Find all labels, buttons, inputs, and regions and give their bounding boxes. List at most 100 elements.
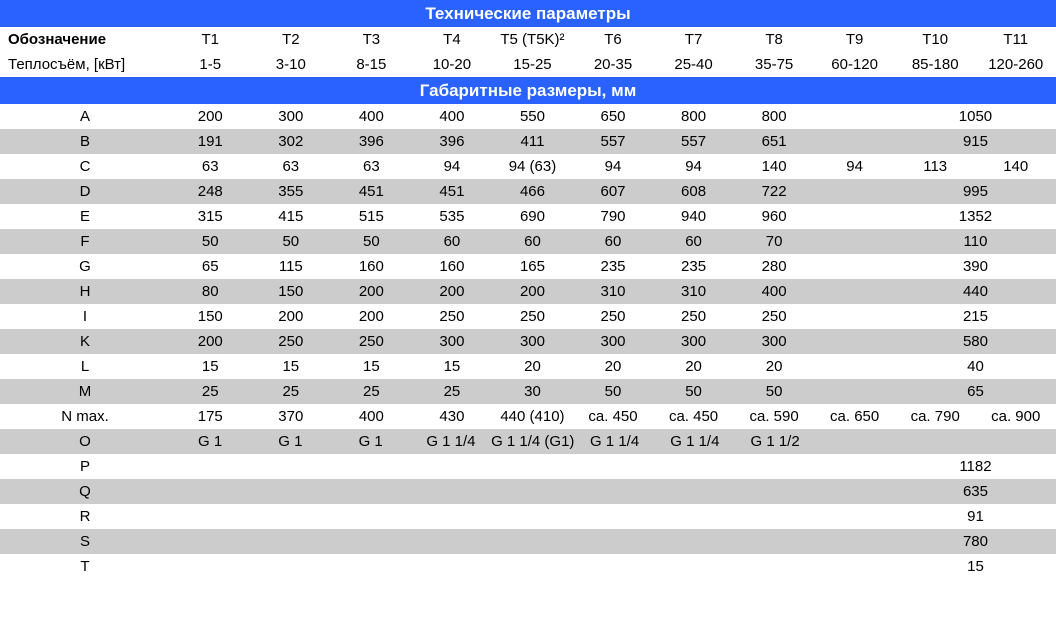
- table-cell: 15: [251, 354, 332, 379]
- table-cell: 466: [492, 179, 573, 204]
- table-cell: 20: [734, 354, 815, 379]
- table-cell: 25-40: [653, 52, 734, 77]
- table-cell: 94: [412, 154, 493, 179]
- table-cell: 300: [251, 104, 332, 129]
- table-cell: G 1 1/4: [411, 429, 491, 454]
- table-cell: 235: [653, 254, 734, 279]
- table-cell: 94: [653, 154, 734, 179]
- table-cell: 557: [573, 129, 654, 154]
- table-cell: 940: [653, 204, 734, 229]
- row-label: Теплосъём, [кВт]: [0, 52, 170, 77]
- row-label: O: [0, 429, 170, 454]
- table-cell: 302: [251, 129, 332, 154]
- row-label: L: [0, 354, 170, 379]
- table-row: D248355451451466607608722995: [0, 179, 1056, 204]
- table-cell: 451: [412, 179, 493, 204]
- table-cell: 250: [734, 304, 815, 329]
- table-cell: G 1: [331, 429, 411, 454]
- table-cell: G 1: [250, 429, 330, 454]
- row-label: N max.: [0, 404, 170, 429]
- table-cell: 250: [573, 304, 654, 329]
- table-cell: 200: [412, 279, 493, 304]
- table-cell: 200: [170, 329, 251, 354]
- table-cell: 535: [412, 204, 493, 229]
- table-cell: 960: [734, 204, 815, 229]
- table-cell: 40: [895, 354, 1056, 379]
- specs-table: Технические параметры ОбозначениеT1T2T3T…: [0, 0, 1056, 579]
- table-cell: 250: [251, 329, 332, 354]
- section-header-dimensions: Габаритные размеры, мм: [0, 77, 1056, 104]
- table-cell: ca. 450: [653, 404, 734, 429]
- table-cell: 80: [170, 279, 251, 304]
- table-row: K200250250300300300300300580: [0, 329, 1056, 354]
- table-cell: 300: [573, 329, 654, 354]
- table-cell: 140: [975, 154, 1056, 179]
- table-cell: 120-260: [975, 52, 1056, 77]
- table-cell: 8-15: [331, 52, 412, 77]
- table-cell: 15-25: [492, 52, 573, 77]
- table-row: E3154155155356907909409601352: [0, 204, 1056, 229]
- table-cell: 175: [170, 404, 251, 429]
- table-cell: 160: [412, 254, 493, 279]
- table-row: B191302396396411557557651915: [0, 129, 1056, 154]
- table-row: H80150200200200310310400440: [0, 279, 1056, 304]
- table-cell: 35-75: [734, 52, 815, 77]
- table-cell: 250: [412, 304, 493, 329]
- table-cell: 608: [653, 179, 734, 204]
- table-cell: 1182: [895, 454, 1056, 479]
- row-label: C: [0, 154, 170, 179]
- table-cell: 85-180: [895, 52, 976, 77]
- table-cell: 140: [734, 154, 815, 179]
- table-cell: 390: [895, 254, 1056, 279]
- table-cell: 25: [170, 379, 251, 404]
- table-cell: 400: [331, 104, 412, 129]
- table-cell: 1352: [895, 204, 1056, 229]
- table-cell: 300: [653, 329, 734, 354]
- row-label: S: [0, 529, 170, 554]
- table-cell: G 1 1/2: [735, 429, 815, 454]
- table-cell: 60-120: [814, 52, 895, 77]
- table-cell: 115: [251, 254, 332, 279]
- table-cell: 396: [412, 129, 493, 154]
- table-cell: 235: [573, 254, 654, 279]
- table-row: I150200200250250250250250215: [0, 304, 1056, 329]
- table-cell: 150: [251, 279, 332, 304]
- table-row: G65115160160165235235280390: [0, 254, 1056, 279]
- table-row: N max.175370400430440 (410)ca. 450ca. 45…: [0, 404, 1056, 429]
- table-cell: 800: [653, 104, 734, 129]
- table-cell: 400: [412, 104, 493, 129]
- table-cell: 451: [331, 179, 412, 204]
- table-cell: T4: [412, 27, 493, 52]
- section-header-tech-params: Технические параметры: [0, 0, 1056, 27]
- table-cell: 50: [331, 229, 412, 254]
- table-cell: 250: [492, 304, 573, 329]
- table-cell: 400: [734, 279, 815, 304]
- table-cell: 430: [412, 404, 493, 429]
- table-cell: 91: [895, 504, 1056, 529]
- table-cell: 440 (410): [492, 404, 573, 429]
- table-row: S780: [0, 529, 1056, 554]
- table-cell: T11: [975, 27, 1056, 52]
- row-label: Q: [0, 479, 170, 504]
- table-cell: 94: [814, 154, 895, 179]
- table-cell: 607: [573, 179, 654, 204]
- table-row: F5050506060606070110: [0, 229, 1056, 254]
- table-cell: 315: [170, 204, 251, 229]
- table-cell: 20: [573, 354, 654, 379]
- table-cell: 20: [492, 354, 573, 379]
- table-cell: 15: [331, 354, 412, 379]
- table-cell: 1-5: [170, 52, 251, 77]
- table-cell: G 1 1/4 (G1): [491, 429, 574, 454]
- table-cell: G 1 1/4: [655, 429, 735, 454]
- row-label: P: [0, 454, 170, 479]
- table-cell: 15: [412, 354, 493, 379]
- table-cell: 70: [734, 229, 815, 254]
- table-cell: 110: [895, 229, 1056, 254]
- table-cell: 65: [895, 379, 1056, 404]
- row-label: T: [0, 554, 170, 579]
- table-cell: 215: [895, 304, 1056, 329]
- table-cell: 165: [492, 254, 573, 279]
- row-label: A: [0, 104, 170, 129]
- table-cell: 200: [331, 279, 412, 304]
- table-cell: 557: [653, 129, 734, 154]
